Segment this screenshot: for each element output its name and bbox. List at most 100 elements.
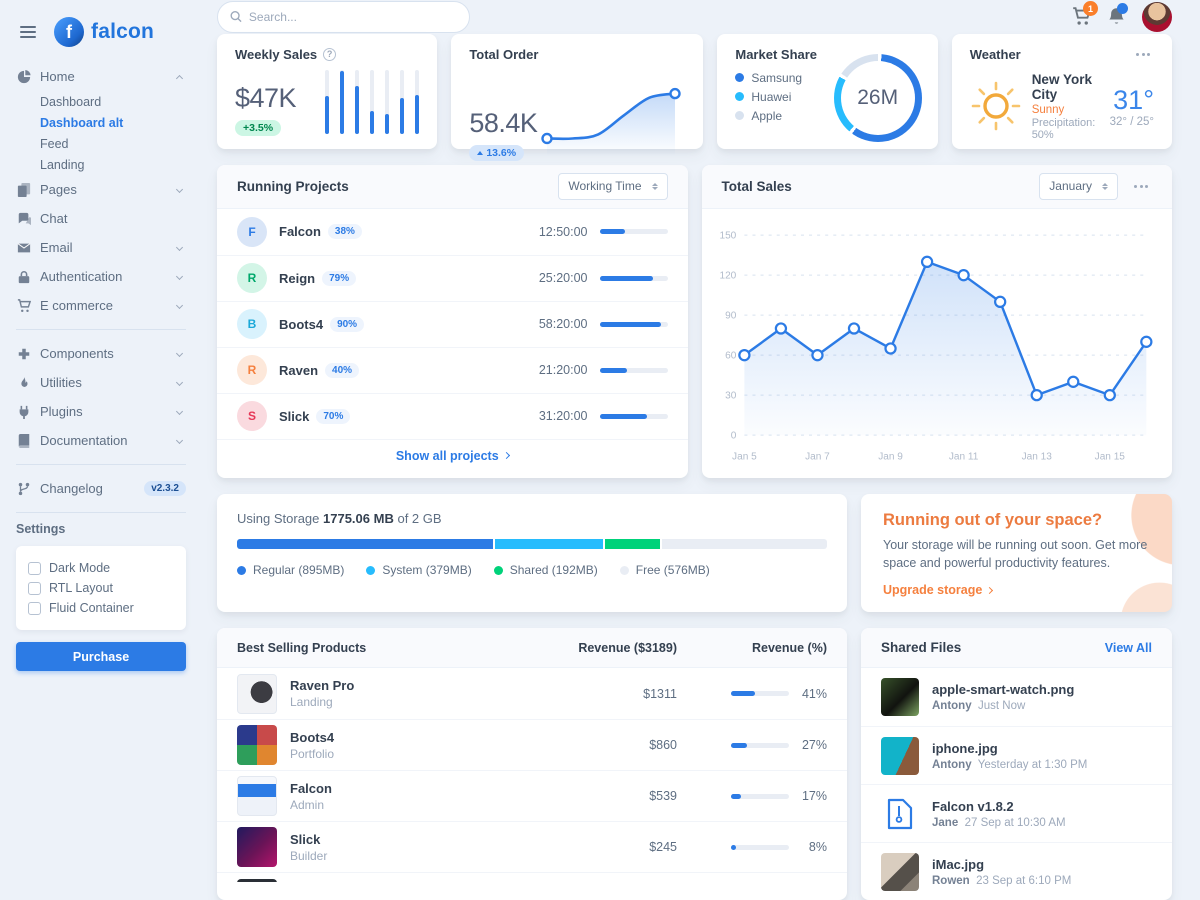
search-input[interactable] bbox=[248, 9, 457, 24]
show-all-projects-link[interactable]: Show all projects bbox=[217, 438, 688, 472]
purchase-button[interactable]: Purchase bbox=[16, 642, 186, 671]
file-name-link[interactable]: Falcon v1.8.2 bbox=[932, 798, 1014, 814]
sidebar-item-landing[interactable]: Landing bbox=[40, 157, 85, 172]
project-avatar: F bbox=[237, 216, 267, 247]
sidebar-item-pages[interactable]: Pages bbox=[16, 175, 186, 204]
dark-mode-toggle[interactable]: Dark Mode bbox=[28, 558, 174, 578]
sidebar-item-plugins[interactable]: Plugins bbox=[16, 397, 186, 426]
caret-up-icon bbox=[477, 150, 484, 155]
project-name-link[interactable]: Falcon bbox=[279, 224, 321, 239]
sidebar-item-home[interactable]: Home bbox=[16, 62, 186, 91]
checkbox-icon[interactable] bbox=[28, 561, 41, 575]
file-thumbnail bbox=[881, 678, 919, 716]
revenue-pct: 27% bbox=[801, 738, 827, 752]
chevron-down-icon bbox=[175, 349, 184, 358]
file-name-link[interactable]: iMac.jpg bbox=[932, 856, 985, 872]
sidebar-divider bbox=[16, 329, 186, 330]
product-name-link[interactable]: Slick bbox=[290, 831, 321, 847]
view-all-link[interactable]: View All bbox=[1104, 640, 1152, 655]
project-name-link[interactable]: Reign bbox=[279, 270, 316, 286]
product-name-link[interactable]: Raven Pro bbox=[290, 678, 355, 693]
sidebar-item-ecommerce[interactable]: E commerce bbox=[16, 291, 186, 320]
file-name-link[interactable]: iphone.jpg bbox=[932, 740, 998, 756]
sidebar-item-feed[interactable]: Feed bbox=[40, 136, 69, 151]
chevron-down-icon bbox=[175, 243, 184, 252]
project-name-link[interactable]: Slick bbox=[279, 408, 310, 424]
project-progress-bar bbox=[599, 367, 668, 373]
settings-heading: Settings bbox=[16, 522, 66, 536]
hamburger-menu-icon[interactable] bbox=[16, 22, 40, 42]
weather-temp: 31° bbox=[1113, 84, 1154, 115]
bar bbox=[415, 69, 420, 134]
search-box[interactable] bbox=[217, 0, 470, 33]
working-time-select[interactable]: Working Time bbox=[558, 172, 668, 200]
user-avatar[interactable] bbox=[1142, 1, 1172, 32]
sidebar-item-chat[interactable]: Chat bbox=[16, 204, 186, 233]
month-select[interactable]: January bbox=[1039, 172, 1118, 200]
project-progress-badge: 40% bbox=[325, 362, 360, 378]
chat-icon bbox=[16, 211, 31, 226]
project-row: R Raven 40% 21:20:00 bbox=[217, 346, 688, 393]
svg-text:90: 90 bbox=[725, 310, 737, 321]
sidebar-item-changelog[interactable]: Changelog v2.3.2 bbox=[16, 474, 186, 503]
sidebar-divider bbox=[16, 512, 186, 513]
project-avatar: S bbox=[237, 401, 267, 431]
sidebar-item-dashboard-alt[interactable]: Dashboard alt bbox=[40, 115, 124, 130]
project-name-link[interactable]: Boots4 bbox=[279, 316, 324, 332]
sidebar-item-documentation[interactable]: Documentation bbox=[16, 426, 186, 455]
project-progress-badge: 90% bbox=[330, 316, 365, 332]
legend-item: System (379MB) bbox=[366, 563, 472, 577]
sun-icon bbox=[971, 81, 1020, 131]
rtl-layout-toggle[interactable]: RTL Layout bbox=[28, 578, 174, 598]
ellipsis-menu-icon[interactable] bbox=[1130, 181, 1152, 192]
product-revenue: $1311 bbox=[643, 686, 677, 701]
checkbox-icon[interactable] bbox=[28, 601, 41, 615]
sidebar-item-components[interactable]: Components bbox=[16, 339, 186, 368]
bar bbox=[400, 69, 405, 134]
table-row: Falcon Admin $539 17% bbox=[217, 770, 847, 821]
sidebar-item-authentication[interactable]: Authentication bbox=[16, 262, 186, 291]
product-name-link[interactable]: Falcon bbox=[290, 780, 332, 796]
sidebar-item-dashboard[interactable]: Dashboard bbox=[40, 94, 102, 109]
project-name-link[interactable]: Raven bbox=[279, 362, 319, 378]
weekly-sales-bar-chart bbox=[325, 69, 420, 134]
project-time: 25:20:00 bbox=[538, 271, 588, 285]
notification-dot bbox=[1117, 3, 1128, 15]
upgrade-storage-link[interactable]: Upgrade storage bbox=[883, 583, 1150, 597]
product-name-link[interactable]: Boots4 bbox=[290, 729, 335, 745]
total-order-card: Total Order 58.4K 13.6% bbox=[451, 33, 704, 161]
weekly-sales-value: $47K bbox=[235, 82, 297, 113]
svg-text:Jan 9: Jan 9 bbox=[878, 451, 903, 462]
table-row: Boots4 Portfolio $860 27% bbox=[217, 719, 847, 770]
project-progress-bar bbox=[599, 275, 668, 281]
notifications-button[interactable] bbox=[1107, 3, 1128, 26]
fluid-container-toggle[interactable]: Fluid Container bbox=[28, 598, 174, 618]
project-progress-badge: 79% bbox=[322, 270, 357, 286]
total-order-sparkline bbox=[537, 70, 685, 165]
file-meta: Antony Yesterday at 1:30 PM bbox=[932, 758, 1088, 771]
sidebar-item-email[interactable]: Email bbox=[16, 233, 186, 262]
project-row: S Slick 70% 31:20:00 bbox=[217, 392, 688, 439]
project-row: F Falcon 38% 12:50:00 bbox=[217, 209, 688, 255]
file-name-link[interactable]: apple-smart-watch.png bbox=[932, 682, 1075, 697]
file-list: apple-smart-watch.png Antony Just Now iph… bbox=[861, 668, 1172, 900]
help-icon[interactable]: ? bbox=[323, 47, 337, 61]
file-thumbnail bbox=[881, 852, 919, 891]
promo-body: Your storage will be running out soon. G… bbox=[883, 538, 1148, 571]
cart-button[interactable]: 1 bbox=[1072, 1, 1098, 26]
project-progress-badge: 38% bbox=[327, 224, 362, 239]
chevron-down-icon bbox=[175, 301, 184, 310]
revenue-column-header: Revenue ($3189) bbox=[578, 640, 677, 655]
checkbox-icon[interactable] bbox=[28, 581, 41, 595]
falcon-logo[interactable]: f falcon bbox=[54, 17, 154, 47]
legend-dot bbox=[237, 565, 246, 575]
storage-usage-text: Using Storage 1775.06 MB of 2 GB bbox=[237, 511, 442, 526]
file-meta: Antony Just Now bbox=[932, 700, 1026, 712]
list-item: iMac.jpg Rowen 23 Sep at 6:10 PM bbox=[861, 842, 1172, 900]
sidebar-item-utilities[interactable]: Utilities bbox=[16, 368, 186, 397]
ellipsis-menu-icon[interactable] bbox=[1132, 49, 1154, 60]
storage-promo-card: Running out of your space? Your storage … bbox=[861, 494, 1172, 612]
bar bbox=[355, 69, 360, 134]
storage-segment bbox=[605, 539, 661, 549]
svg-text:120: 120 bbox=[719, 270, 736, 281]
